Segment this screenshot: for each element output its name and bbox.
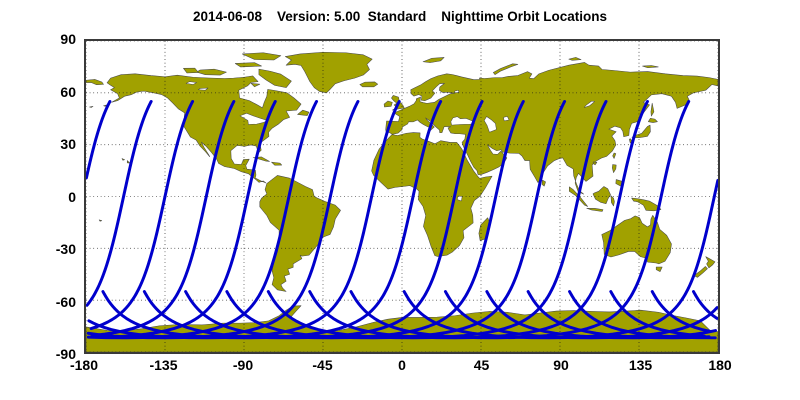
orbit-track-1: [86, 100, 718, 340]
landmass-greenland: [284, 51, 373, 94]
y-tick-label-0: 0: [68, 188, 76, 205]
landmass-australia: [601, 215, 672, 265]
x-tick-label-135: 135: [628, 357, 653, 373]
world-map-svg: [86, 41, 718, 352]
orbit-track-8: [87, 100, 718, 340]
x-tick-label--135: -135: [149, 357, 178, 373]
lake-black-sea: [450, 116, 475, 126]
lake-aral-sea: [503, 116, 510, 122]
landmass-honshu: [631, 124, 651, 139]
x-tick-label-0: 0: [398, 357, 406, 373]
lake-lake-ladoga: [454, 89, 460, 94]
landmass-hawaii-2: [126, 160, 131, 164]
landmass-taiwan: [612, 152, 617, 159]
landmass-baffin-island: [258, 68, 292, 88]
orbit-track-15: [349, 100, 691, 340]
orbit-track-10: [142, 100, 484, 340]
orbit-track-4: [90, 100, 711, 340]
x-tick-label-45: 45: [473, 357, 490, 373]
landmass-severnaya-zemlya: [568, 57, 582, 61]
landmass-svalbard: [422, 57, 445, 63]
y-tick-label--30: -30: [55, 241, 76, 257]
landmass-hispaniola: [271, 161, 283, 166]
orbit-track-7: [86, 100, 712, 340]
landmass-iceland: [359, 81, 379, 88]
landmass-chukotka-west-of-dateline: [86, 79, 104, 85]
y-tick-label--90: -90: [55, 346, 76, 362]
lake-great-slave-lake: [198, 87, 209, 91]
landmass-hokkaido: [648, 117, 658, 123]
x-tick-label-90: 90: [553, 357, 569, 373]
lake-lake-baikal: [583, 100, 596, 108]
landmass-new-siberian-islands: [642, 65, 659, 69]
landmass-new-guinea: [631, 197, 662, 212]
landmass-newfoundland: [297, 109, 310, 116]
landmass-sri-lanka: [541, 179, 546, 187]
landmass-devon-island: [234, 62, 262, 68]
orbit-track-14: [308, 100, 649, 340]
landmass-new-zealand-south: [693, 266, 708, 278]
x-tick-label--180: -180: [69, 357, 99, 373]
x-tick-label--90: -90: [232, 357, 254, 373]
y-tick-label--60: -60: [55, 293, 76, 310]
landmass-banks-island: [183, 67, 199, 74]
landmass-new-zealand-north: [705, 256, 716, 269]
map-plot-area: [84, 39, 720, 354]
lake-caspian-sea: [483, 116, 497, 133]
landmass-sakhalin: [650, 102, 655, 117]
orbit-track-6: [86, 100, 706, 340]
plot-title: 2014-06-08 Version: 5.00 Standard Nightt…: [192, 9, 608, 24]
landmass-ireland: [383, 100, 393, 108]
orbit-tracks-layer: [86, 100, 718, 340]
landmass-north-america: [106, 73, 302, 184]
y-tick-label-90: 90: [60, 31, 76, 47]
landmass-hainan: [592, 161, 598, 166]
landmass-java: [586, 207, 604, 212]
landmass-ellesmere-island: [241, 52, 282, 61]
landmass-novaya-zemlya: [493, 63, 519, 75]
landmass-tasmania: [655, 266, 663, 272]
lake-great-bear-lake: [185, 81, 197, 85]
orbit-track-13: [266, 100, 608, 340]
landmass-samoa: [98, 219, 103, 222]
orbit-track-11: [184, 100, 525, 340]
landmass-borneo: [592, 186, 611, 205]
y-tick-label-30: 30: [60, 136, 76, 152]
landmass-victoria-island: [196, 68, 227, 76]
landmass-hawaii-1: [121, 158, 125, 161]
y-tick-label-60: 60: [60, 83, 76, 100]
landmass-sulawesi: [610, 195, 615, 207]
x-tick-label-180: 180: [708, 357, 732, 373]
landmass-southampton-island: [250, 83, 261, 88]
orbit-track-5: [100, 100, 717, 340]
x-tick-label--45: -45: [312, 357, 333, 373]
lake-lake-victoria: [457, 195, 463, 202]
landmass-south-america: [259, 175, 341, 292]
landmass-luzon: [612, 164, 617, 173]
landmass-aleutian-islands-1: [89, 106, 94, 108]
landmass-eurasia: [385, 62, 718, 195]
orbit-track-12: [225, 100, 567, 340]
orbit-track-9: [101, 100, 443, 340]
